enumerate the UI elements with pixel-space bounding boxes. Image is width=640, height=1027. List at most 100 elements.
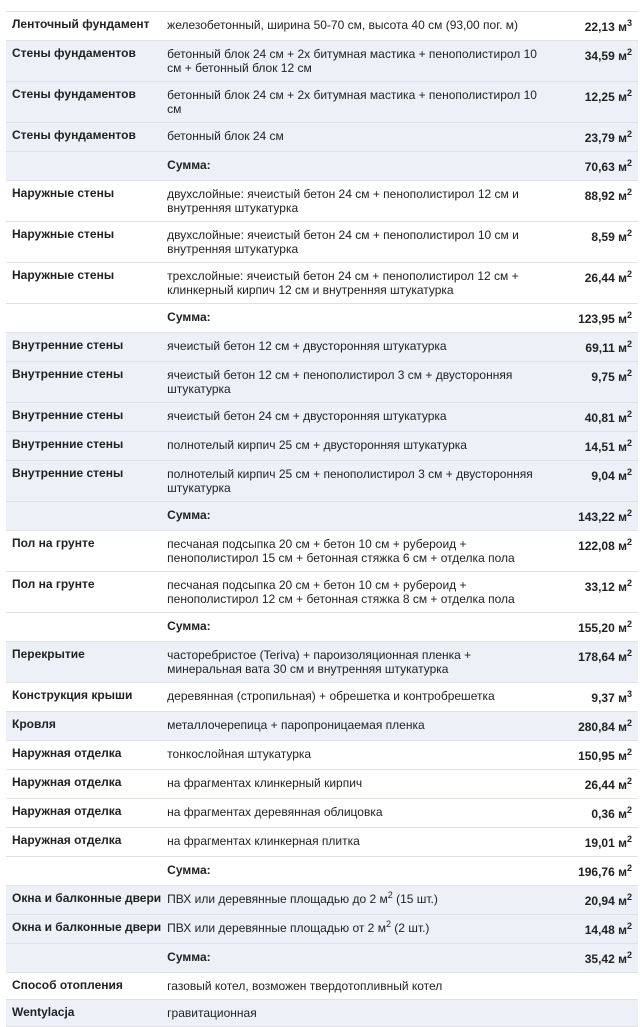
- row-label: Наружная отделка: [6, 827, 162, 857]
- unit-exponent: 2: [626, 47, 632, 57]
- unit-exponent: 2: [626, 228, 632, 238]
- row-label: Внутренние стены: [6, 431, 162, 461]
- table-row: Кровля металлочерепица + паропроницаемая …: [6, 711, 638, 741]
- row-label: Наружные стены: [6, 262, 162, 304]
- row-label: [6, 151, 162, 181]
- description-text: ПВХ или деревянные площадью до 2 м: [167, 892, 388, 906]
- table-row: Wentylacja гравитационная: [6, 999, 638, 1027]
- unit-exponent: 2: [626, 158, 632, 168]
- row-description: железобетонный, ширина 50-70 см, высота …: [161, 11, 558, 41]
- row-value: 26,44 м2: [557, 769, 638, 799]
- row-value: 19,01 м2: [557, 827, 638, 857]
- row-value: 14,48 м2: [557, 914, 638, 944]
- description-exponent: 2: [385, 919, 391, 929]
- table-row: Внутренние стены полнотелый кирпич 25 см …: [6, 431, 638, 461]
- row-label: [6, 303, 162, 333]
- value-text: 34,59 м: [584, 49, 627, 63]
- table-row: Пол на грунте песчаная подсыпка 20 см + б…: [6, 571, 638, 613]
- row-value: 12,25 м2: [557, 81, 638, 123]
- unit-exponent: 2: [626, 438, 632, 448]
- row-value: 8,59 м2: [557, 221, 638, 263]
- table-row: Конструкция крыши деревянная (стропильная…: [6, 682, 638, 712]
- row-description: ячеистый бетон 24 см + двусторонняя штук…: [161, 402, 558, 432]
- row-label: [6, 612, 162, 642]
- description-text: на фрагментах клинкерный кирпич: [167, 776, 363, 790]
- unit-exponent: 2: [626, 718, 632, 728]
- unit-exponent: 2: [626, 339, 632, 349]
- unit-exponent: 2: [626, 805, 632, 815]
- row-label: Wentylacja: [6, 999, 162, 1027]
- row-value: 34,59 м2: [557, 40, 638, 82]
- value-text: 123,95 м: [578, 312, 627, 326]
- row-label: Кровля: [6, 711, 162, 741]
- value-text: 40,81 м: [584, 411, 627, 425]
- row-description: ПВХ или деревянные площадью до 2 м2 (15 …: [161, 885, 558, 915]
- row-label: Окна и балконные двери: [6, 885, 162, 915]
- unit-exponent: 2: [626, 508, 632, 518]
- unit-exponent: 2: [626, 619, 632, 629]
- row-description: бетонный блок 24 см + 2х битумная мастик…: [161, 81, 558, 123]
- description-text: ПВХ или деревянные площадью от 2 м: [167, 921, 386, 935]
- row-description: песчаная подсыпка 20 см + бетон 10 см + …: [161, 571, 558, 613]
- value-text: 178,64 м: [578, 650, 627, 664]
- row-value: 123,95 м2: [557, 303, 638, 333]
- value-text: 280,84 м: [578, 720, 627, 734]
- row-label: Внутренние стены: [6, 402, 162, 432]
- sum-row: Сумма: 70,63 м2: [6, 151, 638, 181]
- description-text: на фрагментах клинкерная плитка: [167, 834, 360, 848]
- unit-exponent: 3: [626, 18, 632, 28]
- description-text: песчаная подсыпка 20 см + бетон 10 см + …: [167, 578, 515, 606]
- row-label: Наружные стены: [6, 221, 162, 263]
- row-description: тонкослойная штукатурка: [161, 740, 558, 770]
- description-text: на фрагментах деревянная облицовка: [167, 805, 383, 819]
- description-text: Сумма:: [167, 863, 211, 877]
- row-value: 20,94 м2: [557, 885, 638, 915]
- row-value: [557, 972, 638, 1000]
- row-description: металлочерепица + паропроницаемая пленка: [161, 711, 558, 741]
- table-row: Наружные стены двухслойные: ячеистый бето…: [6, 221, 638, 263]
- table-row: Стены фундаментов бетонный блок 24 см 23,7…: [6, 122, 638, 152]
- row-label: Окна и балконные двери: [6, 914, 162, 944]
- row-description: на фрагментах деревянная облицовка: [161, 798, 558, 828]
- table-row: Перекрытие часторебристое (Teriva) + паро…: [6, 641, 638, 683]
- row-description: на фрагментах клинкерная плитка: [161, 827, 558, 857]
- row-value: 26,44 м2: [557, 262, 638, 304]
- table-row: Окна и балконные двери ПВХ или деревянные…: [6, 914, 638, 944]
- row-value: 143,22 м2: [557, 501, 638, 531]
- unit-exponent: 2: [626, 776, 632, 786]
- row-value: 22,13 м3: [557, 11, 638, 41]
- row-description: полнотелый кирпич 25 см + двусторонняя ш…: [161, 431, 558, 461]
- value-text: 0,36 м: [591, 807, 627, 821]
- value-text: 33,12 м: [584, 580, 627, 594]
- description-text: ячеистый бетон 24 см + двусторонняя штук…: [167, 409, 447, 423]
- table-row: Внутренние стены ячеистый бетон 12 см + п…: [6, 361, 638, 403]
- value-text: 22,13 м: [584, 20, 627, 34]
- value-text: 23,79 м: [584, 131, 627, 145]
- row-value: 69,11 м2: [557, 332, 638, 362]
- description-text: полнотелый кирпич 25 см + пенополистирол…: [167, 467, 533, 495]
- row-label: Стены фундаментов: [6, 122, 162, 152]
- table-row: Наружная отделка на фрагментах деревянная…: [6, 798, 638, 828]
- table-row: Внутренние стены ячеистый бетон 12 см + д…: [6, 332, 638, 362]
- row-description: Сумма:: [161, 151, 558, 181]
- table-row: Наружная отделка на фрагментах клинкерная…: [6, 827, 638, 857]
- description-text: бетонный блок 24 см: [167, 129, 284, 143]
- value-text: 9,37 м: [591, 691, 627, 705]
- table-row: Пол на грунте песчаная подсыпка 20 см + б…: [6, 530, 638, 572]
- row-label: Наружная отделка: [6, 740, 162, 770]
- row-label: Пол на грунте: [6, 571, 162, 613]
- row-value: 9,75 м2: [557, 361, 638, 403]
- unit-exponent: 2: [626, 921, 632, 931]
- sum-row: Сумма: 155,20 м2: [6, 612, 638, 642]
- row-description: ячеистый бетон 12 см + двусторонняя штук…: [161, 332, 558, 362]
- description-text: железобетонный, ширина 50-70 см, высота …: [167, 18, 519, 32]
- unit-exponent: 2: [626, 950, 632, 960]
- description-text: полнотелый кирпич 25 см + двусторонняя ш…: [167, 438, 467, 452]
- row-label: Пол на грунте: [6, 530, 162, 572]
- row-value: 196,76 м2: [557, 856, 638, 886]
- value-text: 9,75 м: [591, 370, 627, 384]
- unit-exponent: 2: [626, 537, 632, 547]
- description-text: Сумма:: [167, 310, 211, 324]
- description-text: металлочерепица + паропроницаемая пленка: [167, 718, 425, 732]
- unit-exponent: 2: [626, 747, 632, 757]
